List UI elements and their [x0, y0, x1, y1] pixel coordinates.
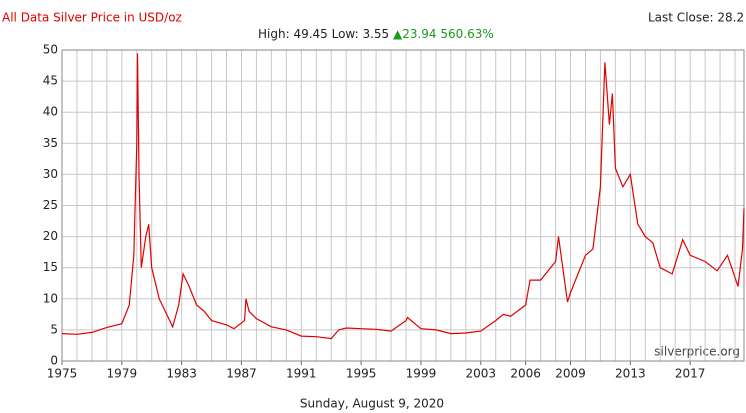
x-tick-label: 1999 [406, 367, 437, 381]
y-tick-label: 35 [43, 136, 58, 150]
x-tick-label: 1995 [346, 367, 377, 381]
y-tick-label: 40 [43, 105, 58, 119]
high-low: High: 49.45 Low: 3.55 [258, 27, 389, 41]
stats: High: 49.45 Low: 3.55 ▲23.94 560.63% [258, 27, 494, 41]
price-line [61, 53, 745, 340]
x-tick-label: 1979 [107, 367, 138, 381]
y-tick-label: 0 [50, 354, 58, 368]
x-tick-label: 2006 [510, 367, 541, 381]
change: ▲23.94 560.63% [393, 27, 494, 41]
source: silverprice.org [654, 345, 740, 359]
y-tick-label: 15 [43, 260, 58, 274]
y-tick-label: 5 [50, 322, 58, 336]
x-tick-label: 1975 [47, 367, 78, 381]
plot-frame [61, 49, 745, 362]
y-tick-label: 20 [43, 229, 58, 243]
last-close: Last Close: 28.2 [648, 11, 744, 25]
y-tick-label: 30 [43, 167, 58, 181]
x-tick-label: 2003 [465, 367, 496, 381]
y-tick-label: 25 [43, 198, 58, 212]
y-tick-label: 50 [43, 43, 58, 57]
x-tick-label: 1991 [286, 367, 317, 381]
x-tick-label: 1983 [166, 367, 197, 381]
x-tick-label: 2009 [555, 367, 586, 381]
date: Sunday, August 9, 2020 [300, 397, 444, 411]
y-tick-label: 45 [43, 74, 58, 88]
y-tick-label: 10 [43, 291, 58, 305]
chart-title: All Data Silver Price in USD/oz [2, 11, 182, 25]
x-tick-label: 2013 [615, 367, 646, 381]
x-tick-label: 2017 [675, 367, 706, 381]
x-tick-label: 1987 [226, 367, 257, 381]
